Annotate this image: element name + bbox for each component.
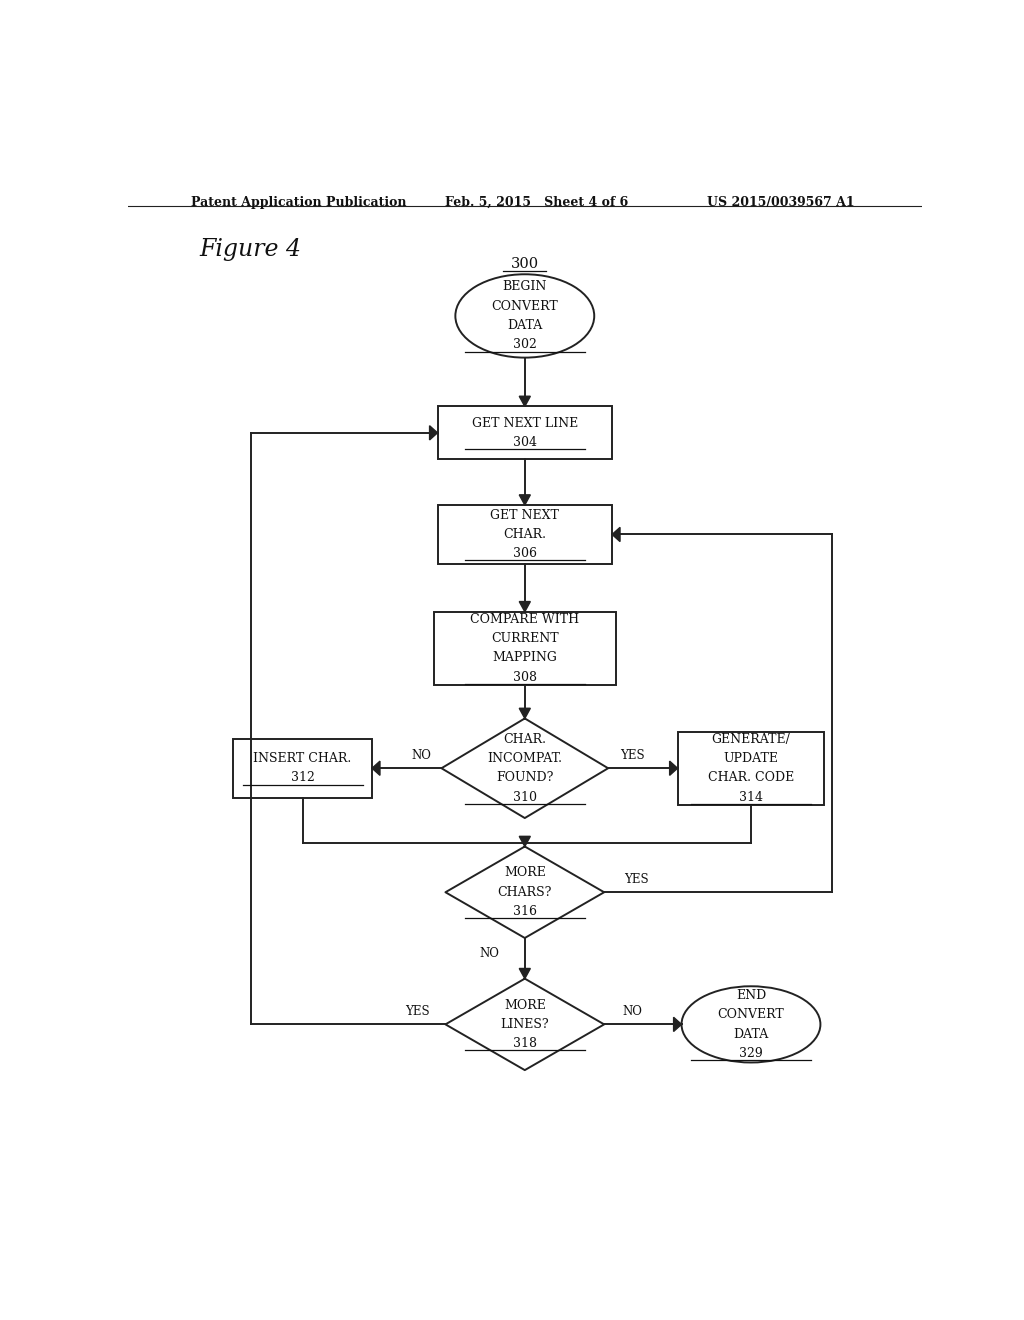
Text: NO: NO <box>622 1005 642 1018</box>
Text: 300: 300 <box>511 257 539 271</box>
Text: YES: YES <box>620 748 644 762</box>
Bar <box>433 611 616 685</box>
Polygon shape <box>372 762 380 775</box>
Polygon shape <box>519 709 530 718</box>
Text: DATA: DATA <box>733 1027 769 1040</box>
Text: GET NEXT: GET NEXT <box>490 508 559 521</box>
Text: MORE: MORE <box>504 998 546 1011</box>
Text: 316: 316 <box>513 906 537 917</box>
Polygon shape <box>519 396 530 407</box>
Text: CHAR.: CHAR. <box>504 733 546 746</box>
Text: FOUND?: FOUND? <box>496 771 554 784</box>
Polygon shape <box>674 1018 682 1031</box>
Text: YES: YES <box>624 873 648 886</box>
Text: DATA: DATA <box>507 319 543 333</box>
Text: NO: NO <box>412 748 431 762</box>
Text: LINES?: LINES? <box>501 1018 549 1031</box>
Text: CONVERT: CONVERT <box>492 300 558 313</box>
Polygon shape <box>612 528 620 541</box>
Text: 304: 304 <box>513 436 537 449</box>
Text: MORE: MORE <box>504 866 546 879</box>
Text: CHAR.: CHAR. <box>504 528 546 541</box>
Text: 314: 314 <box>739 791 763 804</box>
Text: BEGIN: BEGIN <box>503 280 547 293</box>
Polygon shape <box>430 426 437 440</box>
Text: COMPARE WITH: COMPARE WITH <box>470 612 580 626</box>
Text: YES: YES <box>406 1005 430 1018</box>
Text: GET NEXT LINE: GET NEXT LINE <box>472 417 578 430</box>
Text: 310: 310 <box>513 791 537 804</box>
Bar <box>437 506 612 564</box>
Text: 308: 308 <box>513 671 537 684</box>
Text: CONVERT: CONVERT <box>718 1008 784 1022</box>
Text: END: END <box>736 989 766 1002</box>
Text: 318: 318 <box>513 1038 537 1051</box>
Text: CHARS?: CHARS? <box>498 886 552 899</box>
Polygon shape <box>519 837 530 846</box>
Bar <box>437 407 612 459</box>
Polygon shape <box>519 969 530 978</box>
Polygon shape <box>519 495 530 506</box>
Text: INSERT CHAR.: INSERT CHAR. <box>254 752 351 766</box>
Text: INCOMPAT.: INCOMPAT. <box>487 752 562 766</box>
Text: 312: 312 <box>291 771 314 784</box>
Text: UPDATE: UPDATE <box>724 752 778 766</box>
Polygon shape <box>670 762 678 775</box>
Text: GENERATE/: GENERATE/ <box>712 733 791 746</box>
Text: CURRENT: CURRENT <box>490 632 559 645</box>
Text: CHAR. CODE: CHAR. CODE <box>708 771 794 784</box>
Text: Feb. 5, 2015   Sheet 4 of 6: Feb. 5, 2015 Sheet 4 of 6 <box>445 195 629 209</box>
Text: 306: 306 <box>513 548 537 560</box>
Text: Figure 4: Figure 4 <box>200 238 301 260</box>
Text: MAPPING: MAPPING <box>493 652 557 664</box>
Text: 302: 302 <box>513 338 537 351</box>
Bar <box>678 731 824 805</box>
Text: 329: 329 <box>739 1047 763 1060</box>
Text: Patent Application Publication: Patent Application Publication <box>191 195 407 209</box>
Bar <box>233 739 372 797</box>
Polygon shape <box>519 602 530 611</box>
Text: US 2015/0039567 A1: US 2015/0039567 A1 <box>708 195 855 209</box>
Text: NO: NO <box>479 946 499 960</box>
